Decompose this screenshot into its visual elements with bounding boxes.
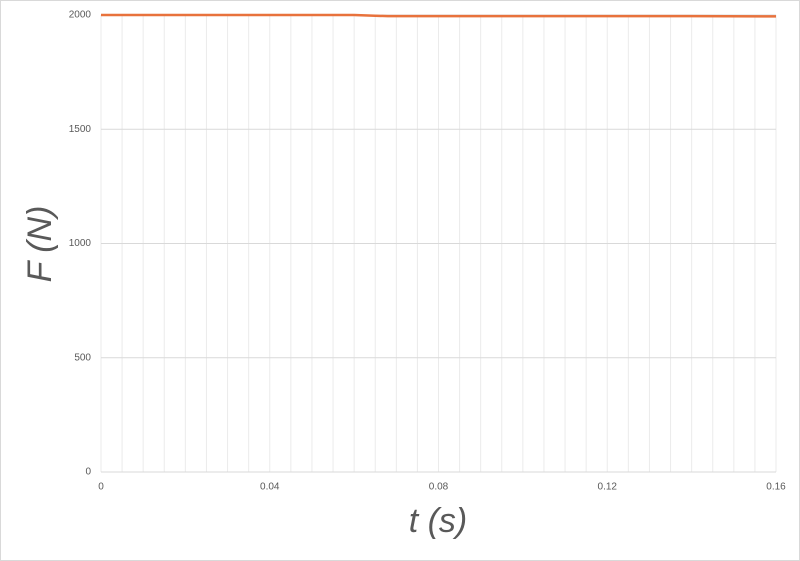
x-axis-title: t (s) [409,502,468,540]
y-tick-label: 0 [85,467,91,478]
x-tick-label: 0.12 [598,482,618,493]
x-tick-label: 0 [98,482,104,493]
y-tick-label: 2000 [69,10,92,21]
y-tick-label: 1500 [69,124,92,135]
x-tick-label: 0.04 [260,482,280,493]
x-tick-label: 0.16 [766,482,786,493]
x-tick-label: 0.08 [429,482,449,493]
data-line [101,13,777,18]
y-axis-title: F (N) [21,206,59,283]
y-tick-label: 1000 [69,238,92,249]
y-tick-label: 500 [74,352,91,363]
